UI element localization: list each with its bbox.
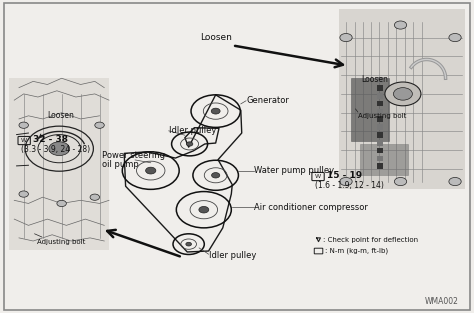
FancyBboxPatch shape	[377, 109, 383, 114]
Text: Adjusting bolt: Adjusting bolt	[358, 113, 406, 119]
Text: Loosen: Loosen	[47, 111, 74, 120]
FancyBboxPatch shape	[377, 148, 383, 153]
Text: Air conditioner compressor: Air conditioner compressor	[254, 203, 368, 212]
Circle shape	[186, 142, 193, 146]
FancyBboxPatch shape	[9, 78, 109, 250]
Text: Adjusting bolt: Adjusting bolt	[37, 239, 85, 245]
Circle shape	[394, 177, 407, 186]
Text: W: W	[315, 174, 321, 179]
FancyBboxPatch shape	[377, 140, 383, 146]
Text: WMA002: WMA002	[425, 297, 459, 306]
Circle shape	[385, 82, 421, 106]
Text: Loosen: Loosen	[200, 33, 232, 42]
Circle shape	[449, 33, 461, 42]
Circle shape	[449, 177, 461, 186]
Circle shape	[199, 207, 209, 213]
Circle shape	[394, 21, 407, 29]
FancyBboxPatch shape	[377, 77, 383, 83]
Circle shape	[211, 172, 220, 178]
Circle shape	[19, 122, 28, 128]
Text: 32 - 38: 32 - 38	[33, 135, 68, 144]
FancyBboxPatch shape	[377, 116, 383, 122]
FancyBboxPatch shape	[377, 93, 383, 99]
FancyBboxPatch shape	[377, 101, 383, 106]
Circle shape	[393, 88, 412, 100]
Circle shape	[340, 177, 352, 186]
Circle shape	[95, 122, 104, 128]
FancyBboxPatch shape	[377, 85, 383, 91]
Circle shape	[49, 142, 70, 156]
FancyBboxPatch shape	[377, 124, 383, 130]
FancyBboxPatch shape	[360, 144, 408, 175]
Circle shape	[211, 108, 220, 114]
Text: (1.6 - 1.9, 12 - 14): (1.6 - 1.9, 12 - 14)	[315, 181, 384, 190]
Text: Idler pulley: Idler pulley	[209, 251, 256, 259]
FancyBboxPatch shape	[377, 156, 383, 161]
Text: : Check point for deflection: : Check point for deflection	[323, 237, 419, 243]
Text: : N-m (kg-m, ft-lb): : N-m (kg-m, ft-lb)	[325, 248, 388, 254]
FancyBboxPatch shape	[377, 132, 383, 138]
Text: (3.3 - 3.9, 24 - 28): (3.3 - 3.9, 24 - 28)	[21, 145, 91, 154]
Text: W: W	[21, 138, 27, 143]
Text: Water pump pulley: Water pump pulley	[254, 166, 334, 175]
Text: 15 - 19: 15 - 19	[327, 171, 362, 180]
Text: Generator: Generator	[246, 96, 289, 105]
Circle shape	[340, 33, 352, 42]
Circle shape	[57, 200, 66, 207]
FancyBboxPatch shape	[339, 9, 465, 189]
Text: Loosen: Loosen	[361, 75, 388, 84]
FancyBboxPatch shape	[377, 163, 383, 169]
Circle shape	[90, 194, 100, 200]
Text: Idler pulley: Idler pulley	[169, 126, 216, 135]
Text: Power steering: Power steering	[102, 151, 165, 160]
Text: oil pump: oil pump	[102, 160, 139, 168]
Circle shape	[19, 191, 28, 197]
Circle shape	[186, 242, 191, 246]
FancyBboxPatch shape	[351, 78, 389, 141]
Circle shape	[146, 167, 156, 174]
